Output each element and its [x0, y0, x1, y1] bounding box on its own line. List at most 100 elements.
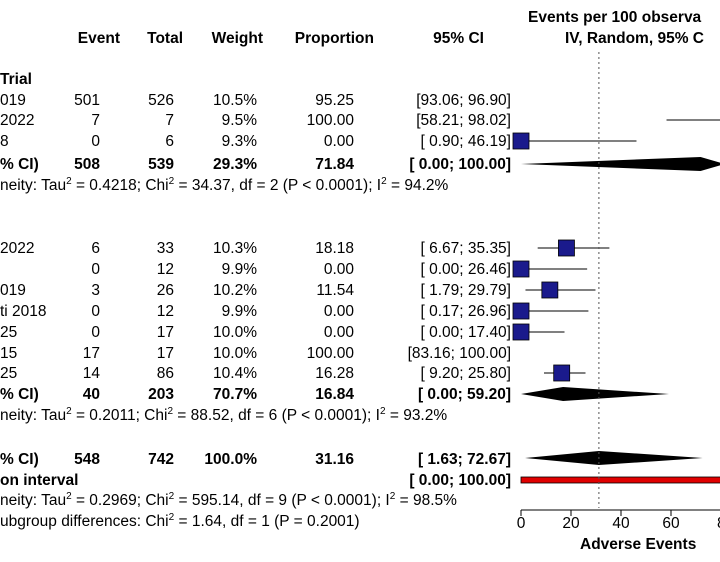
subgroup-1-study-1-study: 019 — [0, 92, 26, 109]
prediction-interval: on interval [ 0.00; 100.00] — [0, 472, 511, 489]
subgroup-1-study-1: 019 501 526 10.5% 95.25 [93.06; 96.90] — [0, 92, 511, 109]
subgroup-1-summary-weight: 29.3% — [213, 156, 257, 173]
subgroup-1-study-3-square — [512, 132, 530, 150]
subgroup-1-summary-total: 539 — [148, 156, 174, 173]
subgroup-2-summary-ci: [ 0.00; 59.20] — [418, 386, 511, 403]
subgroup-1-diamond — [521, 157, 720, 171]
subgroup-2-summary-proportion: 16.84 — [315, 386, 354, 403]
subgroup-1-study-2-weight: 9.5% — [222, 112, 258, 129]
subgroup-2-study-1-total: 33 — [157, 240, 174, 257]
subgroup-2-study-3-ci: [ 1.79; 29.79] — [421, 282, 512, 299]
subgroup-1-study-2-event: 7 — [91, 112, 100, 129]
subgroup-2-study-1-study: 2022 — [0, 240, 34, 257]
overall-summary-total: 742 — [148, 451, 174, 468]
subgroup-1-heterogeneity: neity: Tau2 = 0.4218; Chi2 = 34.37, df =… — [0, 176, 449, 194]
subgroup-2-study-4-total: 12 — [157, 303, 174, 320]
subgroup-1-label: Trial — [0, 71, 32, 88]
overall-summary-event: 548 — [74, 451, 100, 468]
subgroup-2-study-4-study: ti 2018 — [0, 303, 47, 320]
subgroup-2-study-6-total: 17 — [157, 345, 174, 362]
subgroup-1-summary-study: % CI) — [0, 156, 39, 173]
subgroup-2-study-2-ci: [ 0.00; 26.46] — [421, 261, 512, 278]
subgroup-2-heterogeneity: neity: Tau2 = 0.2011; Chi2 = 88.52, df =… — [0, 406, 447, 424]
header-weight: Weight — [212, 30, 263, 47]
subgroup-1-summary: % CI) 508 539 29.3% 71.84 [ 0.00; 100.00] — [0, 156, 511, 173]
subgroup-2-study-2-event: 0 — [91, 261, 100, 278]
subgroup-2-study-7-study: 25 — [0, 365, 17, 382]
header-ci: 95% CI — [433, 30, 484, 47]
subgroup-1-study-2-proportion: 100.00 — [307, 112, 355, 129]
subgroup-1-study-2: 2022 7 7 9.5% 100.00 [58.21; 98.02] — [0, 112, 511, 129]
subgroup-2-summary-weight: 70.7% — [213, 386, 257, 403]
subgroup-2-study-5-square — [512, 323, 530, 341]
subgroup-1-study-3-proportion: 0.00 — [324, 133, 355, 150]
subgroup-2-study-5-total: 17 — [157, 324, 174, 341]
subgroup-1-summary-proportion: 71.84 — [315, 156, 354, 173]
subgroup-2-study-1-ci: [ 6.67; 35.35] — [421, 240, 512, 257]
subgroup-1-study-1-total: 526 — [148, 92, 174, 109]
x-tick-label-0: 0 — [517, 515, 526, 532]
subgroup-2-study-7-total: 86 — [157, 365, 174, 382]
subgroup-2-study-2-weight: 9.9% — [222, 261, 258, 278]
subgroup-1-study-3-ci: [ 0.90; 46.19] — [421, 133, 512, 150]
subgroup-differences-test: ubgroup differences: Chi2 = 1.64, df = 1… — [0, 512, 360, 530]
subgroup-1-summary-event: 508 — [74, 156, 100, 173]
subgroup-2-study-3-study: 019 — [0, 282, 26, 299]
subgroup-2-study-4-square — [512, 302, 530, 320]
subgroup-2-study-5-weight: 10.0% — [213, 324, 257, 341]
overall-heterogeneity: neity: Tau2 = 0.2969; Chi2 = 595.14, df … — [0, 491, 457, 509]
subgroup-2-study-1-proportion: 18.18 — [315, 240, 354, 257]
subgroup-2-study-6-proportion: 100.00 — [307, 345, 355, 362]
subgroup-2-study-1-weight: 10.3% — [213, 240, 257, 257]
subgroup-1-study-2-total: 7 — [165, 112, 174, 129]
subgroup-2-study-7-ci: [ 9.20; 25.80] — [421, 365, 512, 382]
subgroup-2-study-2: 0 12 9.9% 0.00 [ 0.00; 26.46] — [91, 261, 511, 278]
subgroup-2-summary-event: 40 — [83, 386, 100, 403]
overall-diamond — [525, 451, 703, 465]
subgroup-2-study-4-proportion: 0.00 — [324, 303, 355, 320]
overall-summary-weight: 100.0% — [204, 451, 257, 468]
subgroup-2-study-6-weight: 10.0% — [213, 345, 257, 362]
subgroup-1-study-3-study: 8 — [0, 133, 9, 150]
subgroup-2-summary: % CI) 40 203 70.7% 16.84 [ 0.00; 59.20] — [0, 386, 511, 403]
header-events-title: Events per 100 observa — [528, 9, 702, 26]
prediction-interval-bar — [520, 476, 720, 484]
x-tick-label-4: 8 — [717, 515, 720, 532]
prediction-interval-ci: [ 0.00; 100.00] — [409, 472, 511, 489]
subgroup-2-study-5-proportion: 0.00 — [324, 324, 355, 341]
overall-summary-proportion: 31.16 — [315, 451, 354, 468]
subgroup-1-study-1-weight: 10.5% — [213, 92, 257, 109]
subgroup-2-summary-total: 203 — [148, 386, 174, 403]
subgroup-2-study-3-proportion: 11.54 — [316, 282, 354, 299]
subgroup-2-study-7-square — [553, 364, 571, 382]
subgroup-2-study-6-study: 15 — [0, 345, 17, 362]
subgroup-2-study-7-proportion: 16.28 — [315, 365, 354, 382]
subgroup-1-study-1-proportion: 95.25 — [315, 92, 354, 109]
x-tick-label-3: 60 — [662, 515, 680, 532]
header-proportion: Proportion — [295, 30, 374, 47]
subgroup-2-study-7-event: 14 — [83, 365, 101, 382]
subgroup-1-study-2-ci: [58.21; 98.02] — [416, 112, 511, 129]
subgroup-2-summary-study: % CI) — [0, 386, 39, 403]
overall-summary: % CI) 548 742 100.0% 31.16 [ 1.63; 72.67] — [0, 451, 511, 468]
subgroup-2-study-1-event: 6 — [91, 240, 100, 257]
header-event: Event — [78, 30, 120, 47]
subgroup-2-study-4: ti 2018 0 12 9.9% 0.00 [ 0.17; 26.96] — [0, 303, 511, 320]
subgroup-1-study-3-total: 6 — [165, 133, 174, 150]
subgroup-2-study-4-event: 0 — [91, 303, 100, 320]
subgroup-2-study-5-event: 0 — [91, 324, 100, 341]
subgroup-2-study-1-square — [558, 239, 575, 257]
overall-summary-ci: [ 1.63; 72.67] — [418, 451, 511, 468]
x-axis-label: Adverse Events — [580, 536, 696, 553]
subgroup-2-study-7: 25 14 86 10.4% 16.28 [ 9.20; 25.80] — [0, 365, 511, 382]
subgroup-2-study-2-square — [512, 260, 530, 278]
subgroup-1-study-1-event: 501 — [74, 92, 100, 109]
subgroup-1-study-3: 8 0 6 9.3% 0.00 [ 0.90; 46.19] — [0, 133, 511, 150]
subgroup-2-study-5: 25 0 17 10.0% 0.00 [ 0.00; 17.40] — [0, 324, 511, 341]
subgroup-1-study-1-ci: [93.06; 96.90] — [416, 92, 511, 109]
subgroup-2-study-4-ci: [ 0.17; 26.96] — [421, 303, 512, 320]
x-tick-label-2: 40 — [612, 515, 630, 532]
subgroup-2-study-5-study: 25 — [0, 324, 17, 341]
subgroup-2-study-5-ci: [ 0.00; 17.40] — [421, 324, 512, 341]
